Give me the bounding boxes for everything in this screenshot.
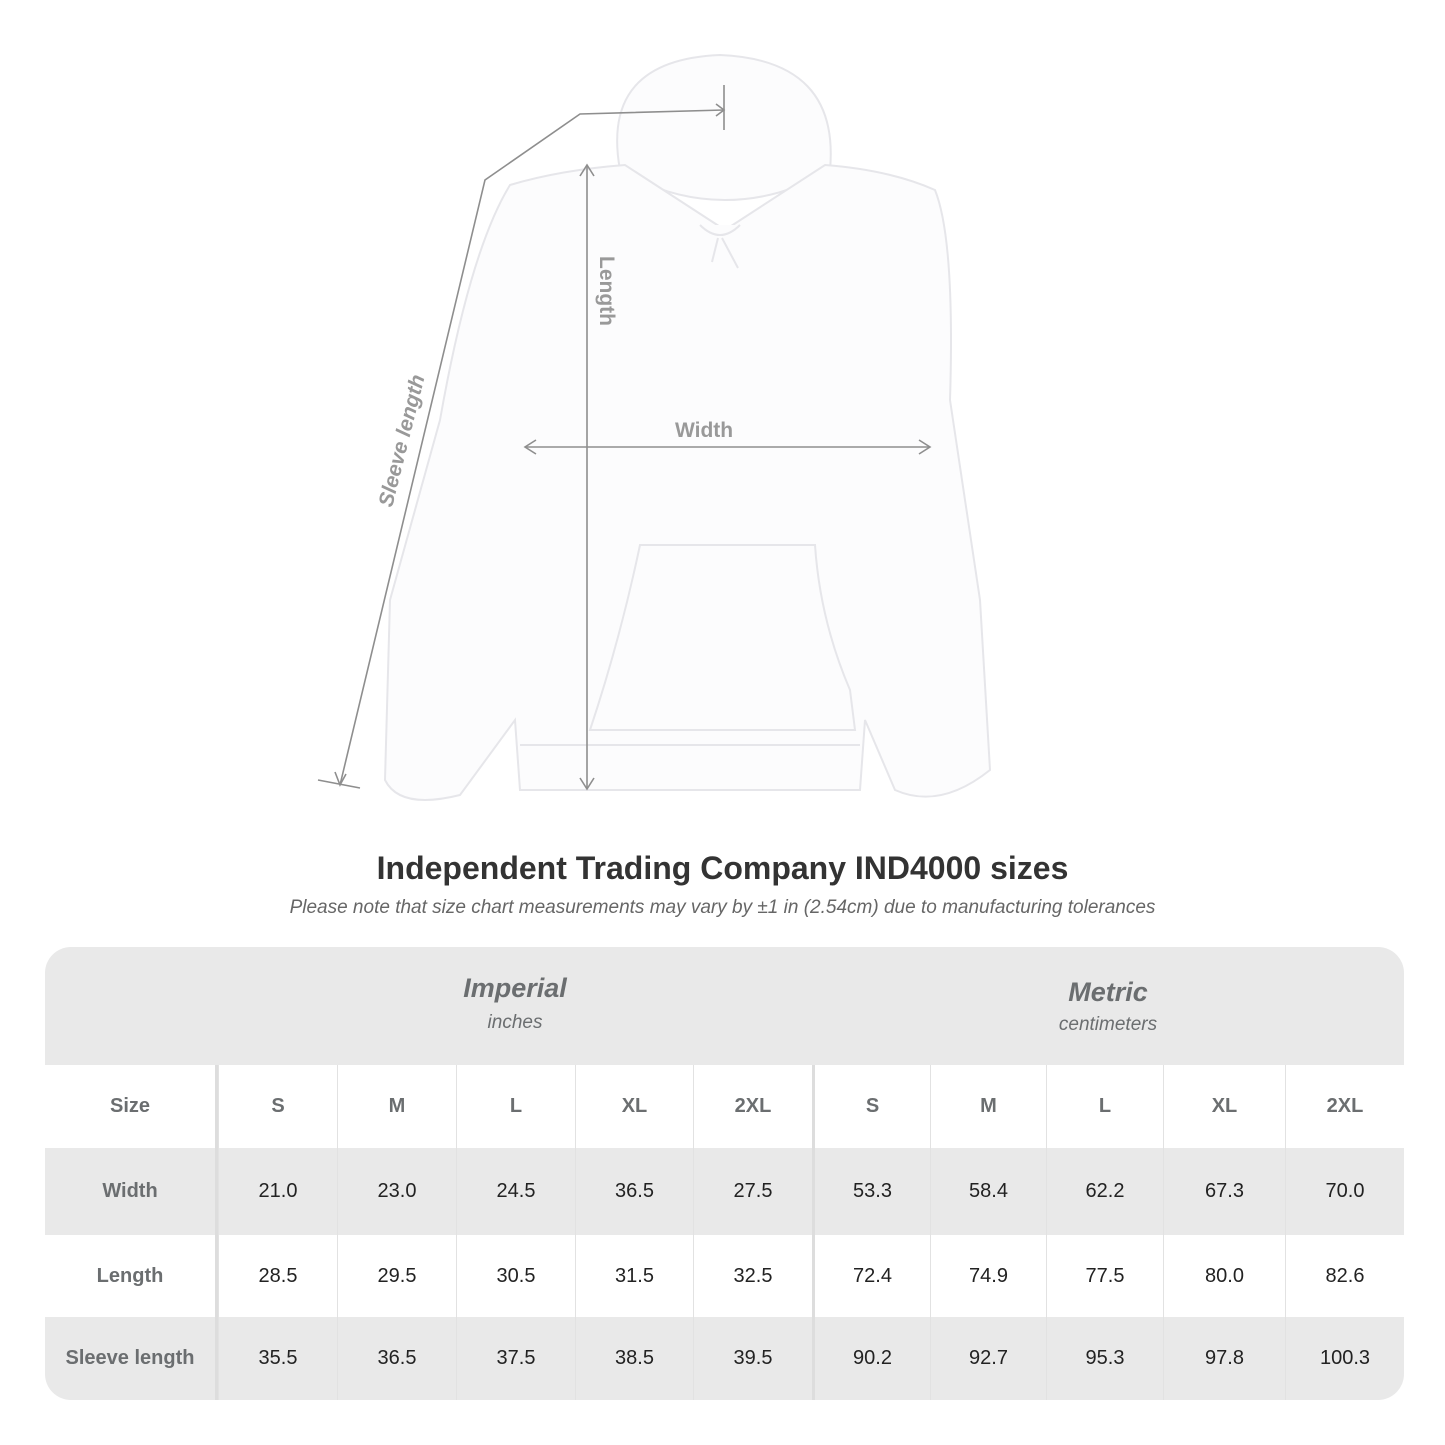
size-table: Imperial inches Metric centimeters Size S… [45,947,1404,1400]
table-cell: S [218,1065,337,1148]
row-label: Sleeve length [45,1317,218,1400]
imperial-group: Imperial inches [218,947,812,1065]
table-cell: 23.0 [337,1148,456,1235]
table-cell: 27.5 [693,1148,812,1235]
metric-title: Metric [1068,977,1148,1007]
table-cell: 36.5 [337,1317,456,1400]
table-cell: 28.5 [218,1235,337,1317]
metric-group: Metric centimeters [812,947,1404,1065]
table-cell: 36.5 [575,1148,693,1235]
size-header-row: Size S M L XL 2XL S M L XL 2XL [45,1065,1404,1148]
table-cell: 58.4 [930,1148,1046,1235]
table-cell: 21.0 [218,1148,337,1235]
table-cell: 95.3 [1046,1317,1163,1400]
table-cell: 92.7 [930,1317,1046,1400]
table-cell: M [337,1065,456,1148]
table-cell: 2XL [1285,1065,1404,1148]
table-cell: 35.5 [218,1317,337,1400]
table-cell: L [1046,1065,1163,1148]
table-cell: 31.5 [575,1235,693,1317]
table-cell: XL [1163,1065,1285,1148]
table-cell: 90.2 [812,1317,930,1400]
row-label: Width [45,1148,218,1235]
table-cell: M [930,1065,1046,1148]
table-cell: 32.5 [693,1235,812,1317]
page-title: Independent Trading Company IND4000 size… [376,850,1069,886]
table-cell: 82.6 [1285,1235,1404,1317]
table-cell: S [812,1065,930,1148]
imperial-title: Imperial [463,973,567,1003]
row-label: Length [45,1235,218,1317]
table-cell: 37.5 [456,1317,575,1400]
table-cell: 38.5 [575,1317,693,1400]
table-cell: 67.3 [1163,1148,1285,1235]
length-label: Length [595,256,618,326]
width-label: Width [675,419,733,442]
imperial-unit: inches [487,1012,543,1033]
table-row: Width 21.0 23.0 24.5 36.5 27.5 53.3 58.4 62.2 67.… [45,1148,1404,1235]
table-header: Imperial inches Metric centimeters [45,947,1404,1065]
table-cell: 24.5 [456,1148,575,1235]
table-cell: 77.5 [1046,1235,1163,1317]
table-cell: 29.5 [337,1235,456,1317]
table-cell: 53.3 [812,1148,930,1235]
table-cell: 74.9 [930,1235,1046,1317]
table-cell: 39.5 [693,1317,812,1400]
table-cell: 70.0 [1285,1148,1404,1235]
table-row: Length 28.5 29.5 30.5 31.5 32.5 72.4 74.9 77.5 80… [45,1235,1404,1317]
table-cell: 62.2 [1046,1148,1163,1235]
table-cell: 97.8 [1163,1317,1285,1400]
table-cell: 80.0 [1163,1235,1285,1317]
measure-lines [317,85,932,791]
hoodie-illustration [383,53,992,801]
table-cell: 30.5 [456,1235,575,1317]
row-label: Size [45,1065,218,1148]
table-cell: 100.3 [1285,1317,1404,1400]
table-cell: 72.4 [812,1235,930,1317]
table-row: Sleeve length 35.5 36.5 37.5 38.5 39.5 90.2 92.… [45,1317,1404,1400]
table-cell: XL [575,1065,693,1148]
table-cell: L [456,1065,575,1148]
table-cell: 2XL [693,1065,812,1148]
tolerance-note: Please note that size chart measurements… [289,897,1156,918]
hoodie-diagram: Length Width Sleeve length [317,53,992,801]
metric-unit: centimeters [1058,1014,1158,1035]
